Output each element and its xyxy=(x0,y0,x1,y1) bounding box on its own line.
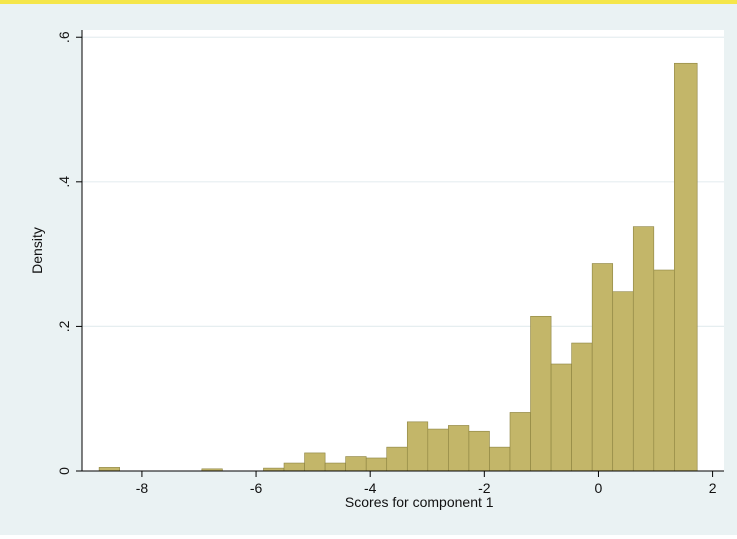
x-tick-label: 0 xyxy=(595,480,603,496)
histogram-bar xyxy=(468,430,490,472)
histogram-bar xyxy=(427,428,449,472)
histogram-bar xyxy=(591,263,614,472)
histogram-bar xyxy=(653,269,675,472)
y-axis-title: Density xyxy=(29,227,45,274)
y-tick-label: 0 xyxy=(56,467,72,475)
histogram-bar xyxy=(571,342,593,472)
x-tick-label: -2 xyxy=(478,480,491,496)
histogram-bar xyxy=(98,467,120,472)
histogram-bar xyxy=(632,226,655,472)
x-axis-ticks: -8 -6 -4 -2 0 2 xyxy=(136,471,717,496)
histogram-bar xyxy=(283,462,305,472)
histogram-bar xyxy=(550,363,572,472)
histogram-bar xyxy=(674,62,698,472)
histogram-bar xyxy=(365,457,388,472)
x-axis-title: Scores for component 1 xyxy=(345,494,494,510)
x-tick-label: -8 xyxy=(136,480,149,496)
histogram-bar xyxy=(345,456,367,472)
histogram-bar xyxy=(386,446,408,472)
y-tick-label: .2 xyxy=(56,320,72,332)
x-tick-label: 2 xyxy=(709,480,717,496)
x-tick-label: -4 xyxy=(364,480,377,496)
histogram-bar xyxy=(612,291,634,472)
histogram-bar xyxy=(406,421,429,472)
histogram-bar xyxy=(530,315,552,472)
histogram-chart: -8 -6 -4 -2 0 2 0 .2 .4 .6 Scores for component … xyxy=(29,30,724,510)
histogram-bar xyxy=(448,425,470,472)
histogram-bars xyxy=(98,62,698,472)
x-tick-label: -6 xyxy=(250,480,263,496)
y-tick-label: .6 xyxy=(56,31,72,43)
histogram-bar xyxy=(324,462,346,472)
histogram-bar xyxy=(509,412,531,472)
y-axis-ticks: 0 .2 .4 .6 xyxy=(56,31,82,475)
histogram-bar xyxy=(489,446,511,472)
y-tick-label: .4 xyxy=(56,176,72,188)
histogram-bar xyxy=(304,452,326,472)
